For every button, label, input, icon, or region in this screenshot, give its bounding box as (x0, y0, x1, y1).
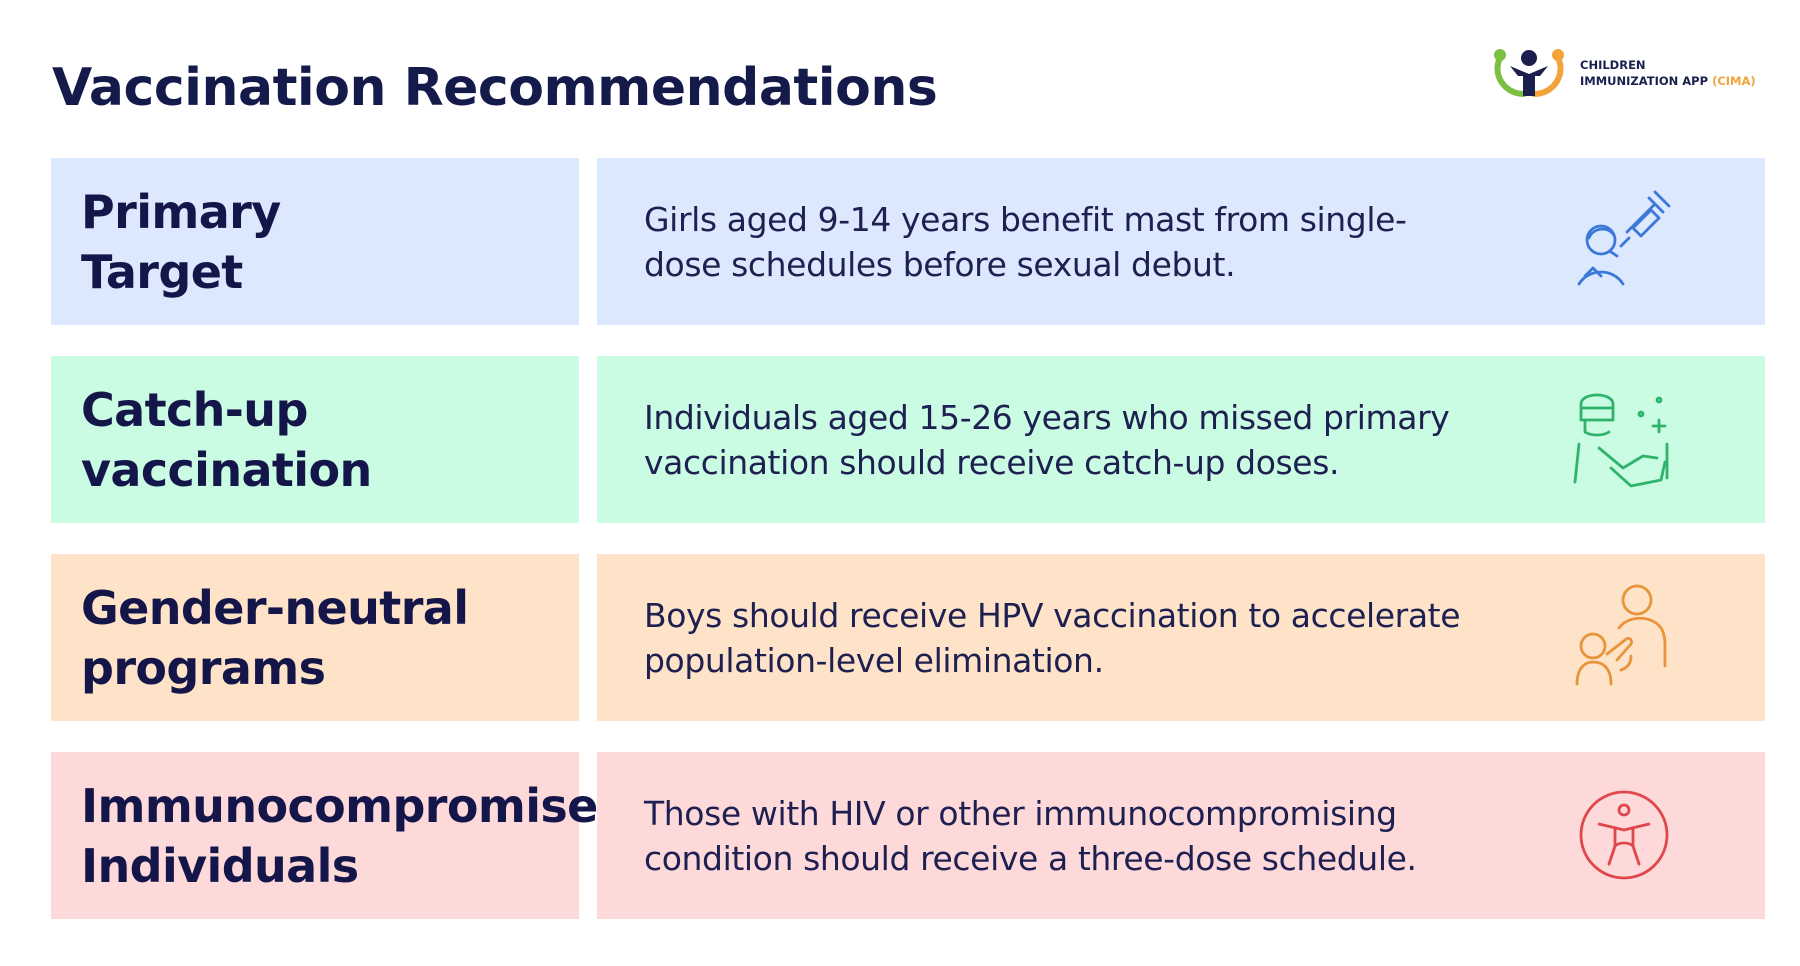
row-description: Girls aged 9-14 years benefit mast from … (644, 199, 1407, 284)
row-description-cell: Those with HIV or other immunocompromisi… (597, 752, 1765, 919)
row-description-cell: Boys should receive HPV vaccination to a… (597, 554, 1765, 721)
row-catch-up: Catch-up vaccination Individuals aged 15-… (51, 356, 1765, 523)
row-label-cell: Catch-up vaccination (51, 356, 579, 523)
logo-abbr: (CIMA) (1712, 74, 1756, 88)
row-description: Those with HIV or other immunocompromisi… (644, 793, 1417, 878)
logo-text: CHILDREN IMMUNIZATION APP (CIMA) (1580, 57, 1756, 89)
logo-line-2: IMMUNIZATION APP (1580, 74, 1709, 88)
row-label: Gender-neutral programs (81, 580, 469, 695)
parent-child-icon (1571, 584, 1677, 690)
row-primary-target: Primary Target Girls aged 9-14 years bene… (51, 158, 1765, 325)
logo-line-1: CHILDREN (1580, 58, 1646, 72)
row-label: Primary Target (81, 184, 281, 299)
cima-logo: CHILDREN IMMUNIZATION APP (CIMA) (1488, 44, 1756, 102)
row-immunocompromised: Immunocompromised Individuals Those with … (51, 752, 1765, 919)
row-description-cell: Girls aged 9-14 years benefit mast from … (597, 158, 1765, 325)
page-title: Vaccination Recommendations (52, 58, 938, 118)
row-label-cell: Gender-neutral programs (51, 554, 579, 721)
vaccination-icon (1571, 188, 1677, 294)
row-description-cell: Individuals aged 15-26 years who missed … (597, 356, 1765, 523)
row-description: Boys should receive HPV vaccination to a… (644, 595, 1461, 680)
row-label-cell: Primary Target (51, 158, 579, 325)
cima-logo-icon (1494, 49, 1564, 97)
row-description: Individuals aged 15-26 years who missed … (644, 397, 1450, 482)
health-worker-icon (1571, 386, 1677, 492)
row-label: Immunocompromised Individuals (81, 778, 631, 893)
accessibility-icon (1571, 782, 1677, 888)
row-label: Catch-up vaccination (81, 382, 372, 497)
row-label-cell: Immunocompromised Individuals (51, 752, 631, 919)
row-gender-neutral: Gender-neutral programs Boys should recei… (51, 554, 1765, 721)
